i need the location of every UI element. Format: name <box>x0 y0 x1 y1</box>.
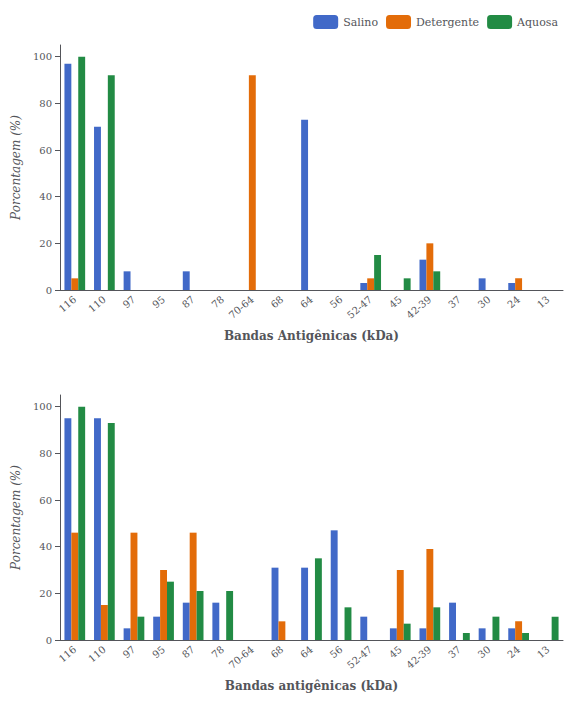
svg-text:Aquosa: Aquosa <box>516 16 558 29</box>
svg-text:45: 45 <box>387 644 404 661</box>
svg-text:52-47: 52-47 <box>345 294 374 321</box>
svg-text:0: 0 <box>46 285 52 296</box>
svg-text:56: 56 <box>328 644 345 661</box>
svg-text:70-64: 70-64 <box>227 644 256 671</box>
svg-text:87: 87 <box>180 294 197 311</box>
svg-text:40: 40 <box>39 191 52 202</box>
svg-text:Bandas Antigênicas (kDa): Bandas Antigênicas (kDa) <box>224 329 399 343</box>
svg-text:52-47: 52-47 <box>345 644 374 671</box>
svg-text:Porcentagem (%): Porcentagem (%) <box>9 465 23 571</box>
svg-text:Bandas antigênicas (kDa): Bandas antigênicas (kDa) <box>225 679 399 693</box>
svg-text:13: 13 <box>535 294 552 311</box>
svg-text:97: 97 <box>121 644 138 661</box>
svg-text:110: 110 <box>86 294 108 315</box>
svg-text:78: 78 <box>209 644 226 661</box>
svg-text:95: 95 <box>150 644 167 661</box>
svg-text:40: 40 <box>39 541 52 552</box>
svg-text:37: 37 <box>446 644 463 661</box>
svg-text:95: 95 <box>150 294 167 311</box>
svg-text:20: 20 <box>39 238 52 249</box>
svg-text:68: 68 <box>269 644 286 661</box>
svg-text:78: 78 <box>209 294 226 311</box>
svg-text:Detergente: Detergente <box>416 16 479 29</box>
svg-text:68: 68 <box>269 294 286 311</box>
svg-text:24: 24 <box>505 644 522 661</box>
svg-text:97: 97 <box>121 294 138 311</box>
svg-text:30: 30 <box>476 644 493 661</box>
svg-text:37: 37 <box>446 294 463 311</box>
svg-text:42-39: 42-39 <box>404 294 433 321</box>
svg-text:24: 24 <box>505 294 522 311</box>
svg-text:42-39: 42-39 <box>404 644 433 671</box>
svg-text:60: 60 <box>39 145 52 156</box>
svg-text:Salino: Salino <box>343 16 378 29</box>
svg-text:110: 110 <box>86 644 108 665</box>
svg-text:0: 0 <box>46 635 52 646</box>
svg-text:30: 30 <box>476 294 493 311</box>
svg-text:100: 100 <box>33 51 52 62</box>
svg-text:45: 45 <box>387 294 404 311</box>
svg-text:20: 20 <box>39 588 52 599</box>
svg-text:87: 87 <box>180 644 197 661</box>
svg-text:80: 80 <box>39 98 52 109</box>
svg-text:64: 64 <box>298 294 315 311</box>
svg-text:Porcentagem (%): Porcentagem (%) <box>9 115 23 221</box>
svg-text:64: 64 <box>298 644 315 661</box>
svg-text:60: 60 <box>39 495 52 506</box>
svg-text:13: 13 <box>535 644 552 661</box>
svg-text:80: 80 <box>39 448 52 459</box>
svg-text:70-64: 70-64 <box>227 294 256 321</box>
svg-text:56: 56 <box>328 294 345 311</box>
svg-text:116: 116 <box>57 294 79 315</box>
svg-text:116: 116 <box>57 644 79 665</box>
svg-text:100: 100 <box>33 401 52 412</box>
